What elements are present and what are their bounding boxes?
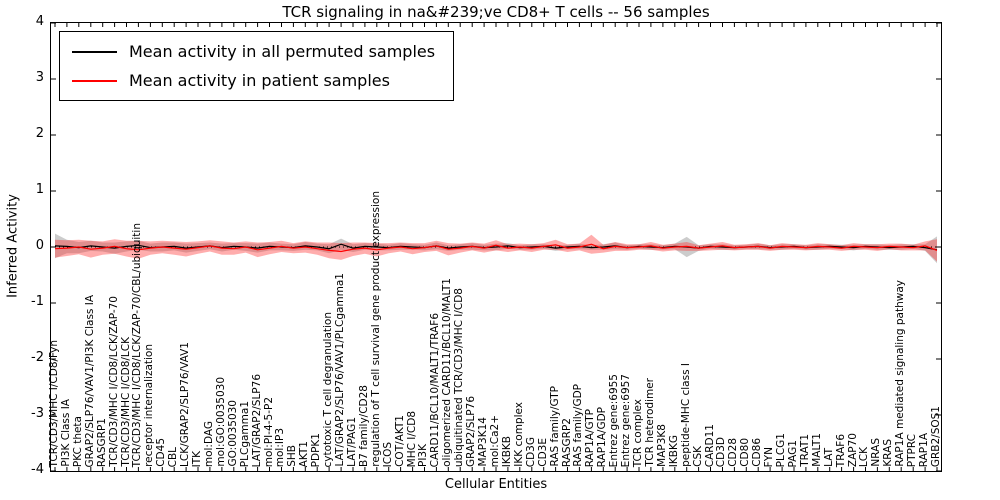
legend-label: Mean activity in all permuted samples bbox=[129, 42, 436, 61]
x-tick-label: CD3G bbox=[524, 436, 537, 467]
x-tick-label: B7 family/CD28 bbox=[357, 385, 370, 467]
x-tick-label: RAP1A bbox=[918, 432, 931, 467]
x-tick-label: ZAP70 bbox=[846, 432, 859, 467]
x-tick-label: GO:0035030 bbox=[226, 400, 239, 467]
x-tick-label: TCR/CD3/MHC I/CD8/LCK/ZAP-70 bbox=[107, 296, 120, 467]
x-tick-label: CD3D bbox=[715, 436, 728, 467]
x-tick-label: COT/AKT1 bbox=[393, 415, 406, 467]
x-tick-label: ubiquitinated TCR/CD3/MHC I/CD8 bbox=[453, 287, 466, 467]
x-tick-label: PAG1 bbox=[786, 439, 799, 467]
x-tick-label: mol:PI-4-5-P2 bbox=[262, 396, 275, 467]
x-tick-label: CD45 bbox=[155, 438, 168, 467]
x-tick-label: LAT/PAG1 bbox=[345, 417, 358, 467]
x-tick-label: MAP3K14 bbox=[477, 417, 490, 467]
x-tick-label: RAP1A mediated signaling pathway bbox=[894, 280, 907, 467]
x-tick-label: RAS family/GDP bbox=[572, 384, 585, 467]
y-tick-label: 0 bbox=[35, 238, 44, 253]
x-tick-label: LAT/GRAP2/SLP76/VAV1/PLCgamma1 bbox=[334, 273, 347, 467]
x-tick-label: LAT bbox=[822, 448, 835, 467]
legend-line-swatch bbox=[72, 79, 117, 82]
x-tick-label: PDPK1 bbox=[310, 432, 323, 467]
y-tick-label: 4 bbox=[35, 14, 44, 29]
chart-title: TCR signaling in na&#239;ve CD8+ T cells… bbox=[282, 3, 710, 21]
x-tick-label: LCK/GRAP2/SLP76/VAV1 bbox=[179, 342, 192, 467]
legend-label: Mean activity in patient samples bbox=[129, 71, 390, 90]
y-tick-label: -3 bbox=[31, 406, 44, 421]
y-tick-label: -4 bbox=[31, 462, 44, 477]
x-tick-label: mol:DAG bbox=[202, 420, 215, 467]
x-tick-label: RASGRP1 bbox=[95, 417, 108, 467]
x-tick-label: LAT/GRAP2/SLP76 bbox=[250, 373, 263, 467]
x-tick-label: TRAT1 bbox=[798, 434, 811, 467]
x-tick-label: peptide-MHC class I bbox=[679, 363, 692, 467]
x-tick-label: PTPRC bbox=[906, 433, 919, 467]
confidence-band bbox=[55, 233, 937, 264]
x-tick-label: FYN bbox=[763, 446, 776, 467]
x-tick-label: mol:GO:0035030 bbox=[214, 377, 227, 467]
x-tick-label: TCR heterodimer bbox=[643, 378, 656, 467]
x-tick-label: CD28 bbox=[727, 438, 740, 467]
x-tick-label: LCK bbox=[858, 446, 871, 467]
y-tick-label: -2 bbox=[31, 350, 44, 365]
x-tick-label: AKT1 bbox=[298, 440, 311, 467]
x-tick-label: GRAP2/SLP76 bbox=[465, 396, 478, 467]
x-tick-label: IKBKB bbox=[500, 435, 513, 467]
legend-item: Mean activity in all permuted samples bbox=[72, 42, 435, 61]
legend: Mean activity in all permuted samples Mea… bbox=[59, 31, 455, 101]
x-tick-label: RAS family/GTP bbox=[548, 386, 561, 467]
y-tick-label: 1 bbox=[35, 182, 44, 197]
x-tick-label: CSK bbox=[691, 446, 704, 467]
y-tick-label: -1 bbox=[31, 294, 44, 309]
x-tick-label: ITK bbox=[191, 450, 204, 467]
x-tick-label: CARD11/BCL10/MALT1/TRAF6 bbox=[429, 312, 442, 467]
x-tick-label: PLCG1 bbox=[775, 432, 788, 467]
x-tick-label: CD86 bbox=[751, 438, 764, 467]
x-tick-label: IKBKG bbox=[667, 434, 680, 467]
legend-item: Mean activity in patient samples bbox=[72, 71, 435, 90]
x-tick-label: IKK complex bbox=[512, 402, 525, 467]
x-tick-label: CARD11 bbox=[703, 423, 716, 467]
x-tick-label: Entrez gene:6955 bbox=[608, 373, 621, 467]
x-tick-label: GRB2/SOS1 bbox=[930, 405, 942, 467]
x-tick-label: oligomerized CARD11/BCL10/MALT1 bbox=[441, 278, 454, 467]
y-tick-label: 3 bbox=[35, 70, 44, 85]
x-tick-label: cytotoxic T cell degranulation bbox=[322, 311, 335, 467]
x-tick-label: RAP1A/GDP bbox=[596, 406, 609, 467]
x-tick-label: TCR/CD3/MHC I/CD8/Fyn bbox=[48, 339, 60, 467]
y-tick-label: 2 bbox=[35, 126, 44, 141]
x-tick-label: KRAS bbox=[882, 439, 895, 467]
plot-area: TCR/CD3/MHC I/CD8/Fyn PI3K Class IA PKC th… bbox=[48, 22, 942, 472]
confidence-band bbox=[55, 234, 937, 262]
x-tick-label: CD80 bbox=[739, 438, 752, 467]
x-tick-label: TCR complex bbox=[632, 398, 645, 467]
x-tick-label: TRAF6 bbox=[834, 433, 847, 467]
x-tick-label: mol:Ca2+ bbox=[489, 414, 501, 467]
x-tick-label: CBL bbox=[167, 446, 180, 467]
x-tick-label: MALT1 bbox=[810, 433, 823, 467]
x-tick-label: MHC I/CD8 bbox=[405, 410, 418, 467]
x-tick-label: receptor internalization bbox=[143, 344, 156, 467]
x-tick-label: Entrez gene:6957 bbox=[620, 373, 633, 467]
x-tick-label: ICOS bbox=[381, 441, 394, 467]
x-tick-label: mol:IP3 bbox=[274, 427, 287, 467]
x-tick-label: NRAS bbox=[870, 438, 883, 467]
x-tick-label: PKC theta bbox=[71, 415, 84, 467]
x-tick-label: RAP1A/GTP bbox=[584, 408, 597, 467]
x-tick-label: PI3K Class IA bbox=[59, 399, 72, 467]
x-tick-label: SHB bbox=[286, 445, 299, 467]
x-tick-label: PI3K bbox=[417, 444, 430, 467]
x-tick-label: CD3E bbox=[536, 438, 549, 467]
legend-line-swatch bbox=[72, 50, 117, 53]
x-axis-label: Cellular Entities bbox=[444, 477, 548, 492]
chart-canvas bbox=[51, 23, 941, 471]
x-tick-label: MAP3K8 bbox=[655, 424, 668, 467]
x-tick-label: RASGRP2 bbox=[560, 417, 573, 467]
x-tick-label: regulation of T cell survival gene produ… bbox=[369, 191, 382, 467]
x-tick-label: TCR/CD3/MHC I/CD8/LCK bbox=[119, 337, 132, 467]
x-tick-label: TCR/CD3/MHC I/CD8/LCK/ZAP-70/CBL/ubiquit… bbox=[131, 222, 144, 467]
x-tick-label: GRAP2/SLP76/VAV1/PI3K Class IA bbox=[83, 294, 96, 467]
series-line bbox=[54, 243, 938, 253]
x-tick-label: PLCgamma1 bbox=[238, 400, 251, 467]
